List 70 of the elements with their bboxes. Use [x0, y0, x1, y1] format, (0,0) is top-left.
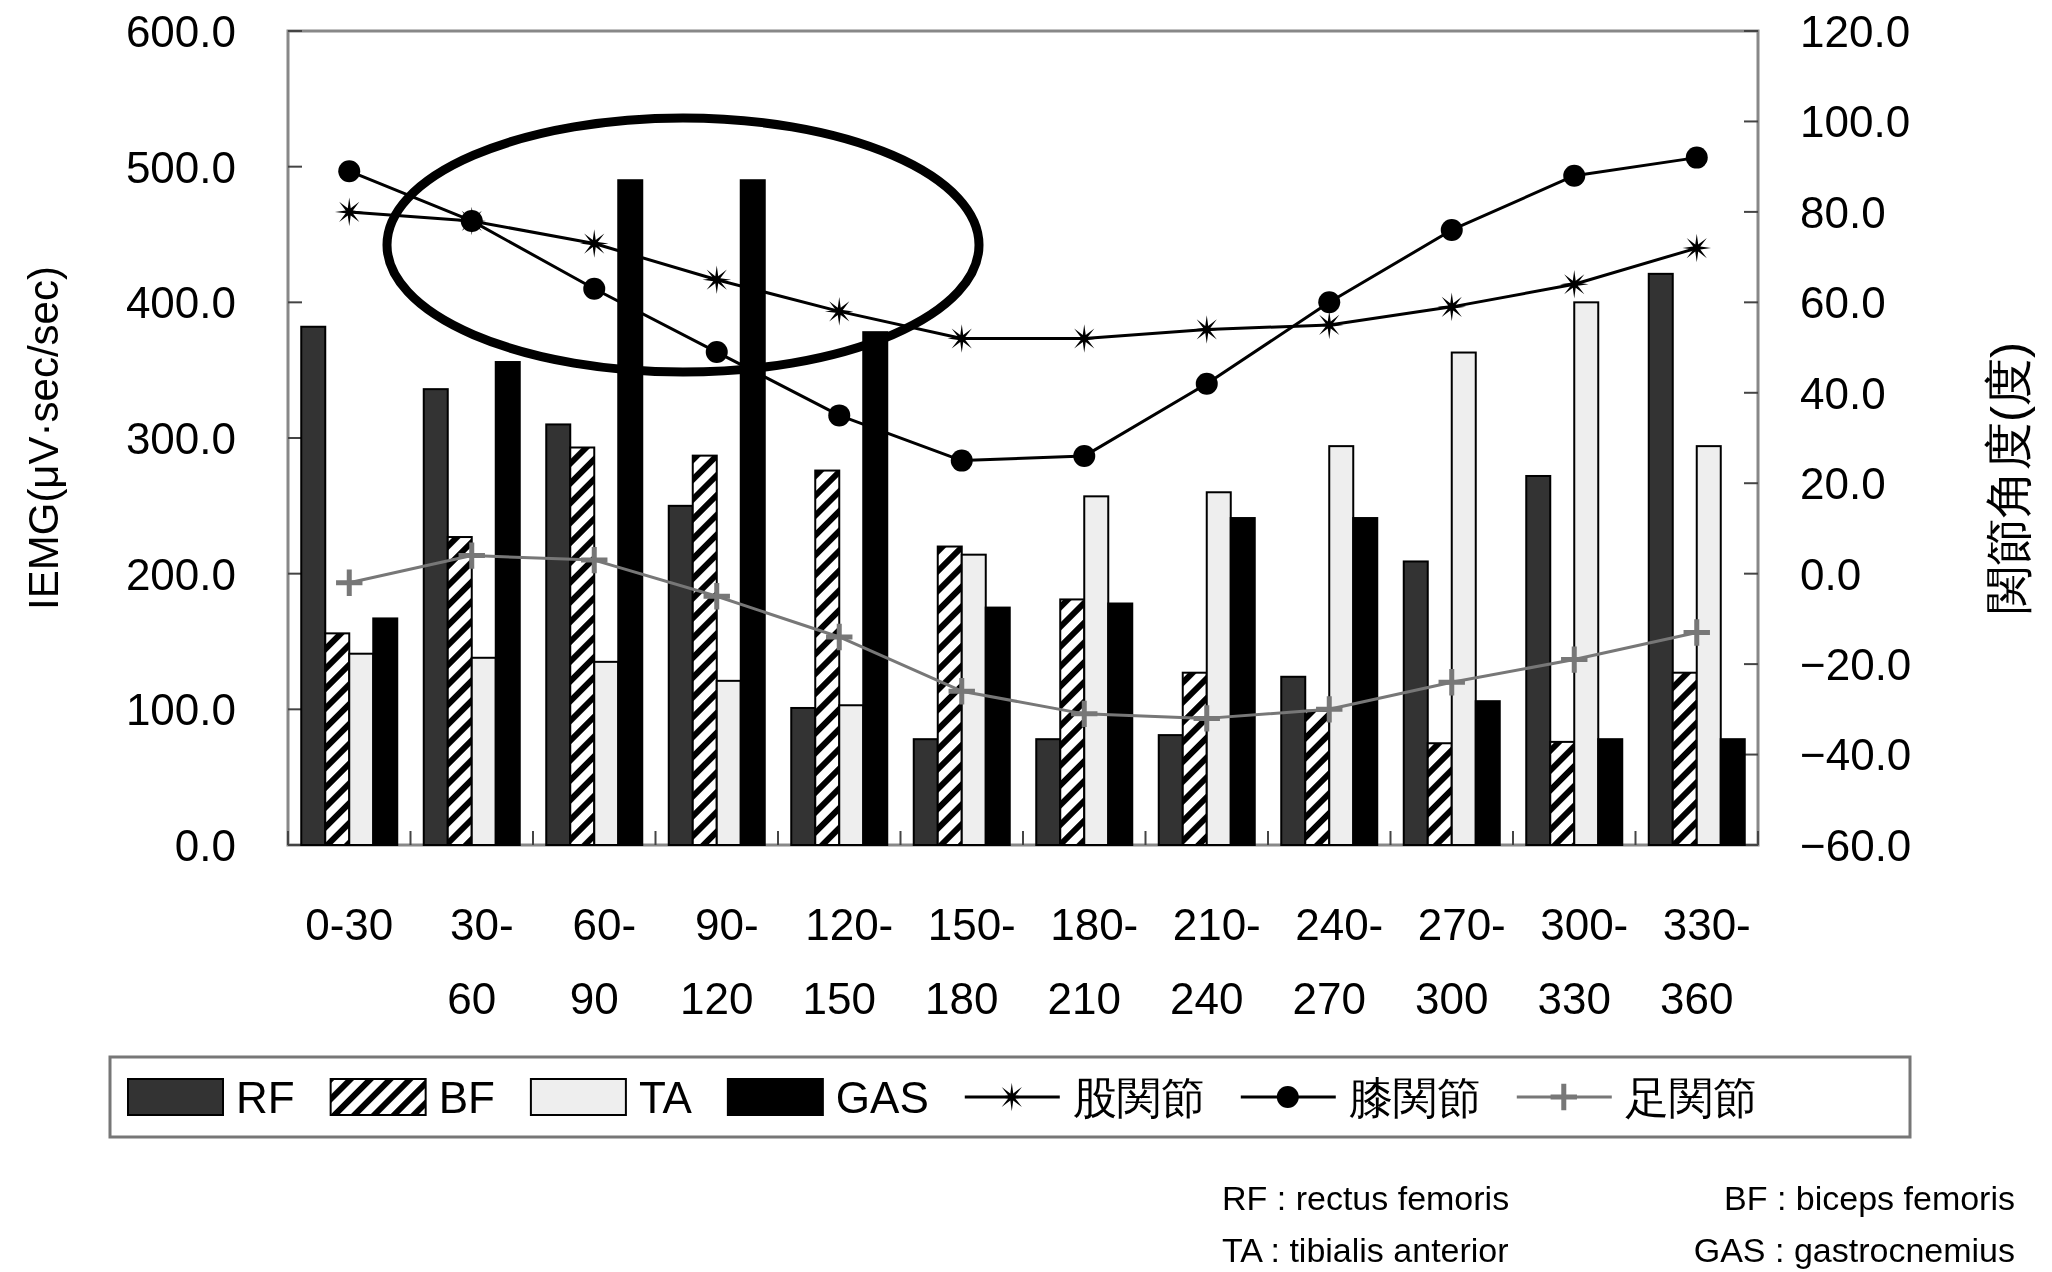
y2-tick-label: 40.0 [1800, 368, 1886, 418]
point [458, 542, 485, 569]
y2-tick-label: −40.0 [1800, 730, 1912, 780]
y2-tick-label: 100.0 [1800, 97, 1911, 147]
y-tick-label: 200.0 [125, 549, 236, 599]
point [1440, 218, 1463, 241]
y-axis-title: IEMG(μV·sec/sec) [20, 266, 67, 610]
x-tick-label: 240-270 [1292, 900, 1384, 1023]
x-tick-label: 60-90 [569, 900, 637, 1023]
point [1437, 292, 1467, 322]
point [826, 623, 853, 651]
x-tick-label: 270-300 [1415, 900, 1506, 1023]
point [1559, 269, 1589, 299]
text: GAS : gastrocnemius [1693, 1231, 2015, 1269]
x-tick-label: 0-30 [305, 900, 394, 949]
point [336, 569, 363, 596]
point [705, 341, 728, 364]
x-tick-label: 120-150 [802, 900, 894, 1023]
x-tick-label: 210-240 [1170, 900, 1261, 1023]
x-tick-label: 180-210 [1047, 900, 1139, 1023]
point [579, 229, 609, 258]
y-tick-label: 300.0 [125, 413, 236, 463]
point [1193, 705, 1220, 732]
legend-label: RF [236, 1073, 295, 1122]
point [1683, 619, 1710, 646]
text: RF : rectus femoris [1222, 1179, 1510, 1217]
y-tick-label: 600.0 [125, 6, 236, 56]
x-tick-label: 300-330 [1537, 900, 1629, 1023]
text: BF : biceps femoris [1724, 1179, 2015, 1217]
legend-label: 足関節 [1624, 1073, 1757, 1122]
point [1071, 700, 1098, 728]
x-tick-label: 150-180 [925, 900, 1016, 1023]
point [1073, 445, 1096, 468]
point [1318, 291, 1341, 314]
point [1316, 696, 1343, 723]
point [828, 404, 851, 427]
legend-label: 膝関節 [1348, 1073, 1481, 1122]
point [583, 277, 606, 300]
point [338, 160, 361, 183]
point [702, 265, 732, 295]
y-tick-label: 500.0 [125, 142, 236, 192]
y-tick-label: 400.0 [125, 278, 236, 328]
y2-tick-label: −60.0 [1800, 820, 1912, 870]
y-tick-label: 0.0 [174, 820, 236, 870]
text: TA : tibialis anterior [1222, 1231, 1509, 1269]
legend-label: BF [438, 1073, 495, 1122]
point [1563, 164, 1586, 187]
y2-tick-label: 20.0 [1800, 459, 1886, 509]
point [1685, 146, 1708, 169]
x-tick-label: 90-120 [680, 900, 759, 1023]
y-tick-label: 100.0 [125, 685, 236, 735]
point [1561, 646, 1588, 673]
y2-tick-label: 0.0 [1800, 549, 1862, 599]
y2-axis-title: 関節角度(度) [1982, 342, 2035, 614]
legend-label: GAS [835, 1073, 929, 1122]
x-tick-label: 330-360 [1660, 900, 1751, 1023]
y2-tick-label: 120.0 [1800, 6, 1911, 56]
y2-tick-label: 60.0 [1800, 278, 1886, 328]
point [581, 546, 608, 574]
point [824, 297, 854, 326]
y2-tick-label: 80.0 [1800, 187, 1886, 237]
y2-tick-label: −20.0 [1800, 639, 1912, 689]
legend-label: TA [638, 1073, 693, 1122]
point [948, 678, 975, 705]
x-tick-label: 30-60 [447, 900, 514, 1023]
point [950, 449, 973, 472]
point [703, 583, 730, 610]
point [1438, 669, 1465, 696]
point [1195, 372, 1218, 395]
legend-label: 股関節 [1072, 1073, 1205, 1122]
